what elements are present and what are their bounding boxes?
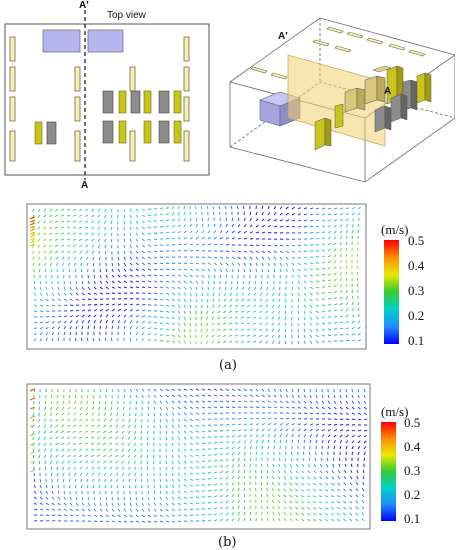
isometric-figure: A′ A	[225, 0, 455, 185]
colorbar-tick-a-0: 0.5	[408, 233, 425, 248]
grey-unit	[102, 120, 114, 144]
vector-arrows	[29, 205, 362, 345]
section-label-top: A′	[79, 0, 89, 11]
rack	[74, 96, 81, 122]
yellow-unit	[118, 120, 127, 144]
rack	[183, 66, 190, 92]
section-plane	[287, 54, 386, 147]
vector-field-b	[26, 383, 371, 530]
rack	[74, 130, 81, 162]
rack	[9, 130, 16, 162]
colorbar-tick-b-4: 0.1	[404, 511, 421, 526]
crac-unit	[42, 29, 81, 53]
rack	[74, 66, 81, 92]
colorbar-tick-b-1: 0.4	[404, 439, 421, 454]
colorbar-tick-b-3: 0.2	[404, 487, 421, 502]
crac-unit	[87, 29, 124, 53]
colorbar-tick-b-2: 0.3	[404, 463, 421, 478]
grey-unit	[102, 90, 114, 114]
panel-a: (m/s) 0.5 0.4 0.3 0.2 0.1 (a)	[0, 195, 459, 380]
section-label-bottom: A	[81, 180, 89, 191]
yellow-unit	[143, 120, 152, 144]
rack	[9, 36, 16, 62]
caption-a: (a)	[219, 358, 237, 373]
grey-unit	[158, 120, 170, 144]
colorbar-b	[381, 422, 396, 521]
rack	[183, 36, 190, 62]
iso-label-a: A	[384, 86, 392, 97]
colorbar-tick-a-4: 0.1	[408, 333, 425, 348]
grey-unit	[158, 90, 170, 114]
colorbar-a	[384, 240, 399, 344]
top-view-title: Top view	[107, 10, 146, 21]
rack	[129, 66, 136, 92]
vector-field-a	[26, 203, 367, 350]
top-view-figure: A′ Top view A	[0, 0, 215, 195]
colorbar-unit-b: (m/s)	[381, 404, 409, 419]
colorbar-tick-a-3: 0.2	[408, 308, 425, 323]
grey-unit	[46, 121, 57, 145]
yellow-unit	[118, 90, 127, 114]
rack	[183, 96, 190, 122]
yellow-unit	[143, 90, 152, 114]
isometric-room	[229, 17, 455, 183]
rack	[9, 66, 16, 92]
rack	[9, 96, 16, 122]
grey-unit	[130, 90, 141, 114]
yellow-unit	[173, 90, 182, 114]
colorbar-tick-a-1: 0.4	[408, 258, 425, 273]
colorbar-tick-a-2: 0.3	[408, 283, 425, 298]
vector-arrows	[29, 388, 368, 523]
rack	[129, 130, 136, 162]
colorbar-unit-a: (m/s)	[381, 222, 409, 237]
iso-label-a-prime: A′	[278, 31, 288, 42]
caption-b: (b)	[218, 535, 237, 550]
yellow-unit	[173, 120, 182, 144]
rack	[183, 130, 190, 162]
panel-b: (m/s) 0.5 0.4 0.3 0.2 0.1 (b)	[0, 375, 459, 550]
yellow-unit	[34, 121, 43, 145]
colorbar-tick-b-0: 0.5	[404, 415, 421, 430]
top-view-plan	[4, 10, 210, 180]
